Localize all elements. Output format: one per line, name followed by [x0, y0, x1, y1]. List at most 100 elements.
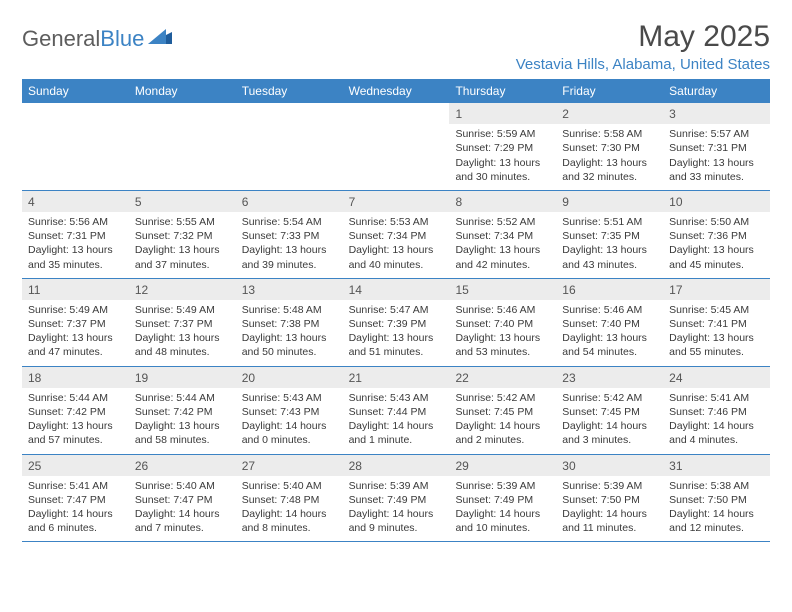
day-details: Sunrise: 5:38 AMSunset: 7:50 PMDaylight:…	[663, 476, 770, 542]
sunset-text: Sunset: 7:43 PM	[242, 405, 337, 419]
sunrise-text: Sunrise: 5:40 AM	[242, 479, 337, 493]
day-cell: 10Sunrise: 5:50 AMSunset: 7:36 PMDayligh…	[663, 191, 770, 278]
day-cell	[22, 103, 129, 190]
daylight-text: Daylight: 13 hours and 53 minutes.	[455, 331, 550, 359]
daylight-text: Daylight: 13 hours and 40 minutes.	[349, 243, 444, 271]
day-number: 2	[556, 103, 663, 124]
day-details: Sunrise: 5:49 AMSunset: 7:37 PMDaylight:…	[129, 300, 236, 366]
day-cell: 3Sunrise: 5:57 AMSunset: 7:31 PMDaylight…	[663, 103, 770, 190]
sunset-text: Sunset: 7:49 PM	[349, 493, 444, 507]
day-cell	[129, 103, 236, 190]
day-number: 25	[22, 455, 129, 476]
daylight-text: Daylight: 13 hours and 58 minutes.	[135, 419, 230, 447]
daylight-text: Daylight: 13 hours and 54 minutes.	[562, 331, 657, 359]
sunrise-text: Sunrise: 5:48 AM	[242, 303, 337, 317]
day-number: 10	[663, 191, 770, 212]
day-cell: 2Sunrise: 5:58 AMSunset: 7:30 PMDaylight…	[556, 103, 663, 190]
day-number: 7	[343, 191, 450, 212]
sunset-text: Sunset: 7:34 PM	[349, 229, 444, 243]
sunset-text: Sunset: 7:31 PM	[669, 141, 764, 155]
day-details: Sunrise: 5:57 AMSunset: 7:31 PMDaylight:…	[663, 124, 770, 190]
day-number: 26	[129, 455, 236, 476]
day-details: Sunrise: 5:56 AMSunset: 7:31 PMDaylight:…	[22, 212, 129, 278]
day-cell: 13Sunrise: 5:48 AMSunset: 7:38 PMDayligh…	[236, 279, 343, 366]
sunset-text: Sunset: 7:31 PM	[28, 229, 123, 243]
sunrise-text: Sunrise: 5:49 AM	[28, 303, 123, 317]
day-header: Thursday	[449, 79, 556, 103]
day-cell: 17Sunrise: 5:45 AMSunset: 7:41 PMDayligh…	[663, 279, 770, 366]
sunrise-text: Sunrise: 5:40 AM	[135, 479, 230, 493]
sunrise-text: Sunrise: 5:38 AM	[669, 479, 764, 493]
sunset-text: Sunset: 7:36 PM	[669, 229, 764, 243]
sunset-text: Sunset: 7:48 PM	[242, 493, 337, 507]
day-details: Sunrise: 5:55 AMSunset: 7:32 PMDaylight:…	[129, 212, 236, 278]
brand-logo: GeneralBlue	[22, 20, 174, 52]
day-number: 21	[343, 367, 450, 388]
day-cell: 16Sunrise: 5:46 AMSunset: 7:40 PMDayligh…	[556, 279, 663, 366]
day-number: 20	[236, 367, 343, 388]
daylight-text: Daylight: 14 hours and 1 minute.	[349, 419, 444, 447]
sunset-text: Sunset: 7:41 PM	[669, 317, 764, 331]
sunrise-text: Sunrise: 5:52 AM	[455, 215, 550, 229]
sunrise-text: Sunrise: 5:46 AM	[455, 303, 550, 317]
day-details: Sunrise: 5:47 AMSunset: 7:39 PMDaylight:…	[343, 300, 450, 366]
weeks-container: 1Sunrise: 5:59 AMSunset: 7:29 PMDaylight…	[22, 103, 770, 542]
sunrise-text: Sunrise: 5:39 AM	[349, 479, 444, 493]
day-cell: 27Sunrise: 5:40 AMSunset: 7:48 PMDayligh…	[236, 455, 343, 542]
day-number: 4	[22, 191, 129, 212]
day-number: 31	[663, 455, 770, 476]
day-number: 6	[236, 191, 343, 212]
sunset-text: Sunset: 7:32 PM	[135, 229, 230, 243]
brand-text-2: Blue	[100, 26, 144, 52]
day-details: Sunrise: 5:39 AMSunset: 7:50 PMDaylight:…	[556, 476, 663, 542]
daylight-text: Daylight: 14 hours and 6 minutes.	[28, 507, 123, 535]
daylight-text: Daylight: 14 hours and 2 minutes.	[455, 419, 550, 447]
sunrise-text: Sunrise: 5:51 AM	[562, 215, 657, 229]
sunrise-text: Sunrise: 5:41 AM	[28, 479, 123, 493]
day-details: Sunrise: 5:39 AMSunset: 7:49 PMDaylight:…	[343, 476, 450, 542]
day-details: Sunrise: 5:41 AMSunset: 7:46 PMDaylight:…	[663, 388, 770, 454]
sunrise-text: Sunrise: 5:44 AM	[28, 391, 123, 405]
daylight-text: Daylight: 13 hours and 43 minutes.	[562, 243, 657, 271]
day-details: Sunrise: 5:51 AMSunset: 7:35 PMDaylight:…	[556, 212, 663, 278]
day-details: Sunrise: 5:44 AMSunset: 7:42 PMDaylight:…	[129, 388, 236, 454]
day-number: 1	[449, 103, 556, 124]
day-number: 24	[663, 367, 770, 388]
day-cell: 24Sunrise: 5:41 AMSunset: 7:46 PMDayligh…	[663, 367, 770, 454]
daylight-text: Daylight: 14 hours and 10 minutes.	[455, 507, 550, 535]
day-details: Sunrise: 5:43 AMSunset: 7:44 PMDaylight:…	[343, 388, 450, 454]
day-number: 19	[129, 367, 236, 388]
day-header: Tuesday	[236, 79, 343, 103]
day-cell: 11Sunrise: 5:49 AMSunset: 7:37 PMDayligh…	[22, 279, 129, 366]
week-row: 25Sunrise: 5:41 AMSunset: 7:47 PMDayligh…	[22, 455, 770, 543]
day-cell: 1Sunrise: 5:59 AMSunset: 7:29 PMDaylight…	[449, 103, 556, 190]
daylight-text: Daylight: 13 hours and 42 minutes.	[455, 243, 550, 271]
day-details: Sunrise: 5:46 AMSunset: 7:40 PMDaylight:…	[556, 300, 663, 366]
sunset-text: Sunset: 7:39 PM	[349, 317, 444, 331]
sunrise-text: Sunrise: 5:53 AM	[349, 215, 444, 229]
header: GeneralBlue May 2025 Vestavia Hills, Ala…	[22, 20, 770, 73]
day-number: 30	[556, 455, 663, 476]
week-row: 4Sunrise: 5:56 AMSunset: 7:31 PMDaylight…	[22, 191, 770, 279]
day-cell: 22Sunrise: 5:42 AMSunset: 7:45 PMDayligh…	[449, 367, 556, 454]
sunrise-text: Sunrise: 5:47 AM	[349, 303, 444, 317]
sunset-text: Sunset: 7:47 PM	[135, 493, 230, 507]
day-cell: 30Sunrise: 5:39 AMSunset: 7:50 PMDayligh…	[556, 455, 663, 542]
sunrise-text: Sunrise: 5:44 AM	[135, 391, 230, 405]
day-details: Sunrise: 5:40 AMSunset: 7:47 PMDaylight:…	[129, 476, 236, 542]
sunset-text: Sunset: 7:47 PM	[28, 493, 123, 507]
sunset-text: Sunset: 7:40 PM	[562, 317, 657, 331]
day-header: Friday	[556, 79, 663, 103]
calendar: Sunday Monday Tuesday Wednesday Thursday…	[22, 79, 770, 542]
day-details: Sunrise: 5:45 AMSunset: 7:41 PMDaylight:…	[663, 300, 770, 366]
day-number: 9	[556, 191, 663, 212]
day-cell: 25 Sunrise: 5:41 AMSunset: 7:47 PMDayligh…	[22, 455, 129, 542]
day-number: 15	[449, 279, 556, 300]
day-number	[236, 103, 343, 108]
day-cell: 19Sunrise: 5:44 AMSunset: 7:42 PMDayligh…	[129, 367, 236, 454]
day-details: Sunrise: 5:58 AMSunset: 7:30 PMDaylight:…	[556, 124, 663, 190]
sunrise-text: Sunrise: 5:59 AM	[455, 127, 550, 141]
day-number: 14	[343, 279, 450, 300]
daylight-text: Daylight: 13 hours and 33 minutes.	[669, 156, 764, 184]
day-details: Sunrise: 5:42 AMSunset: 7:45 PMDaylight:…	[556, 388, 663, 454]
